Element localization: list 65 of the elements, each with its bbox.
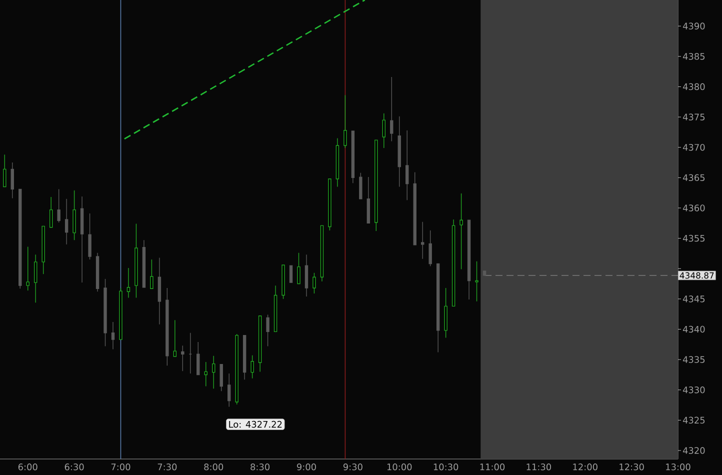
candlestick — [57, 188, 60, 223]
candlestick — [72, 190, 76, 240]
candlestick — [304, 254, 308, 297]
candlestick — [312, 272, 316, 294]
candlestick — [289, 265, 293, 283]
ref-line-label: 4348.87 — [680, 272, 714, 279]
y-tick-label: 4320 — [682, 447, 705, 454]
candlestick — [428, 230, 432, 267]
x-tick-label: 12:00 — [573, 464, 598, 470]
candlestick — [3, 154, 6, 188]
candlestick — [126, 268, 130, 298]
candlestick — [297, 252, 300, 284]
candlestick — [181, 345, 184, 372]
y-tick-label: 4390 — [682, 22, 705, 30]
y-tick-label: 4380 — [682, 83, 705, 90]
candlestick — [475, 260, 478, 302]
candlestick — [420, 222, 424, 260]
candlestick — [344, 94, 347, 148]
x-tick-label: 8:30 — [250, 464, 270, 470]
candlestick — [220, 364, 223, 392]
candlestick — [359, 172, 362, 200]
x-tick-label: 10:30 — [434, 464, 458, 470]
x-tick-label: 12:30 — [620, 464, 644, 470]
candlestick — [173, 320, 177, 357]
x-tick-label: 8:00 — [204, 464, 224, 470]
candlestick — [382, 113, 386, 148]
x-tick-label: 11:30 — [526, 464, 552, 470]
annotation: Lo: 4327.22 — [229, 420, 282, 428]
candlestick — [64, 198, 68, 245]
y-tick-label: 4370 — [682, 144, 705, 151]
candlestick — [406, 130, 409, 200]
candlestick — [26, 246, 30, 291]
candlestick — [111, 322, 115, 350]
candlestick — [88, 213, 92, 260]
x-tick-label: 9:00 — [296, 464, 316, 470]
candlestick — [10, 162, 14, 199]
y-tick-label: 4340 — [682, 326, 705, 333]
x-tick-label: 7:00 — [111, 464, 130, 470]
candlestick — [49, 196, 53, 228]
x-tick-label: 6:00 — [18, 464, 38, 470]
candlestick — [150, 259, 154, 289]
candlestick — [460, 193, 463, 270]
y-tick-label: 4330 — [682, 386, 705, 394]
candlestick — [204, 362, 208, 387]
y-tick-label: 4335 — [682, 356, 705, 363]
candlestick — [227, 373, 231, 408]
candlestick — [390, 76, 394, 142]
x-tick-label: 6:30 — [64, 464, 84, 470]
y-tick-label: 4345 — [682, 296, 705, 302]
candlestick — [34, 254, 38, 303]
x-tick-label: 7:30 — [158, 464, 177, 470]
y-tick-label: 4355 — [682, 234, 705, 242]
y-tick-label: 4385 — [682, 52, 705, 60]
x-tick-label: 13:00 — [666, 464, 690, 470]
x-tick-label: 11:00 — [480, 464, 505, 470]
candlestick — [212, 356, 216, 390]
x-tick-label: 10:00 — [387, 464, 412, 470]
y-tick-label: 4325 — [682, 416, 705, 424]
candlestick — [196, 342, 200, 376]
candlestick — [250, 354, 254, 379]
y-tick-label: 4375 — [682, 114, 705, 120]
y-tick-label: 4365 — [682, 174, 705, 182]
x-tick-label: 9:30 — [343, 464, 362, 470]
candlestick — [266, 314, 270, 347]
y-tick-label: 4360 — [682, 204, 705, 212]
